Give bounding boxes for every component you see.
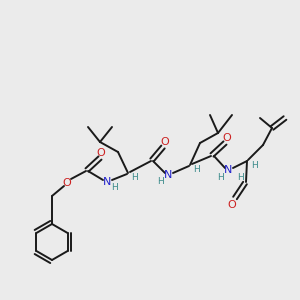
Text: H: H xyxy=(112,184,118,193)
Text: N: N xyxy=(103,177,111,187)
Text: O: O xyxy=(223,133,231,143)
Text: H: H xyxy=(237,173,243,182)
Text: H: H xyxy=(217,172,224,182)
Text: O: O xyxy=(160,137,169,147)
Text: H: H xyxy=(193,166,200,175)
Text: H: H xyxy=(158,178,164,187)
Text: H: H xyxy=(250,160,257,169)
Text: N: N xyxy=(164,170,172,180)
Text: H: H xyxy=(130,173,137,182)
Text: O: O xyxy=(228,200,236,210)
Text: O: O xyxy=(63,178,71,188)
Text: N: N xyxy=(224,165,232,175)
Text: O: O xyxy=(97,148,105,158)
